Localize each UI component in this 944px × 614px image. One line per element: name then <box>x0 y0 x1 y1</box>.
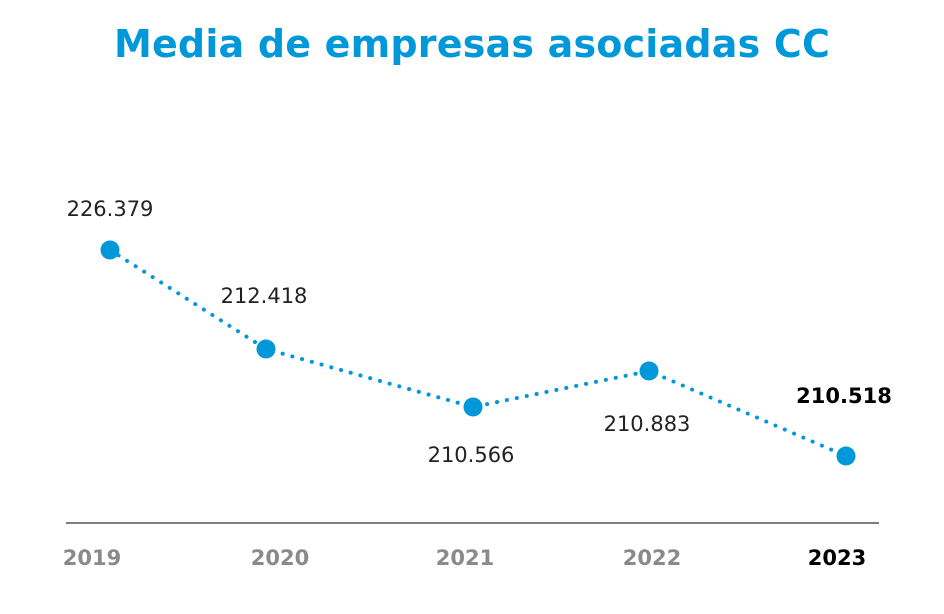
data-label-2019: 226.379 <box>67 197 154 221</box>
data-point-2019 <box>100 240 120 260</box>
x-tick-2020: 2020 <box>251 546 309 570</box>
chart-title: Media de empresas asociadas CC <box>113 22 831 66</box>
data-point-2020 <box>256 339 276 359</box>
data-point-2023 <box>836 446 856 466</box>
data-label-2021: 210.566 <box>428 443 515 467</box>
data-point-2021 <box>463 397 483 417</box>
x-tick-2023: 2023 <box>808 546 866 570</box>
data-label-2023: 210.518 <box>796 384 892 408</box>
data-point-2022 <box>639 361 659 381</box>
x-tick-2019: 2019 <box>63 546 121 570</box>
series-line <box>108 248 848 458</box>
x-tick-2021: 2021 <box>436 546 494 570</box>
data-label-2020: 212.418 <box>221 284 308 308</box>
x-tick-2022: 2022 <box>623 546 681 570</box>
data-label-2022: 210.883 <box>604 412 691 436</box>
